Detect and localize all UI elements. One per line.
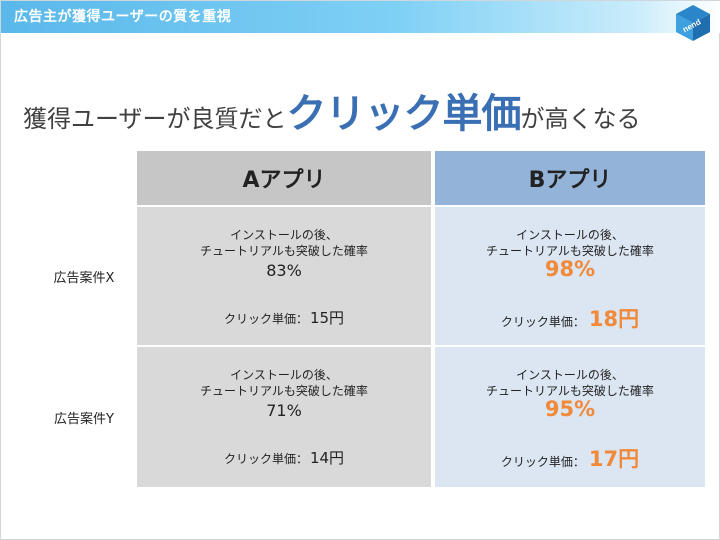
- click-price-label: クリック単価：: [500, 455, 585, 469]
- cell-description: インストールの後、 チュートリアルも突破した確率: [435, 227, 705, 259]
- click-price-value: 14円: [309, 449, 345, 467]
- headline-part1: 獲得ユーザーが良質だと: [23, 105, 287, 133]
- click-price-label: クリック単価：: [500, 315, 585, 329]
- click-price: クリック単価： 14円: [137, 447, 431, 468]
- headline: 獲得ユーザーが良質だと クリック単価 が高くなる: [23, 81, 641, 141]
- click-price: クリック単価： 15円: [137, 307, 431, 328]
- description-line: チュートリアルも突破した確率: [486, 384, 654, 398]
- column-header-app-a: Aアプリ: [137, 151, 433, 207]
- cell-description: インストールの後、 チュートリアルも突破した確率: [137, 367, 431, 399]
- completion-rate: 71%: [266, 401, 302, 420]
- cell-x-app-a: インストールの後、 チュートリアルも突破した確率 83% クリック単価： 15円: [137, 207, 433, 347]
- description-line: インストールの後、: [230, 368, 338, 382]
- description-line: チュートリアルも突破した確率: [200, 244, 368, 258]
- cell-description: インストールの後、 チュートリアルも突破した確率: [435, 367, 705, 399]
- cell-y-app-b: インストールの後、 チュートリアルも突破した確率 95% クリック単価： 17円: [435, 347, 705, 487]
- click-price-value-highlight: 17円: [588, 447, 640, 471]
- completion-rate-highlight: 95%: [544, 397, 596, 421]
- nend-logo: nend: [676, 5, 710, 41]
- description-line: チュートリアルも突破した確率: [200, 384, 368, 398]
- column-header-label: Bアプリ: [528, 168, 612, 193]
- header-bar: 広告主が獲得ユーザーの質を重視: [1, 1, 720, 33]
- completion-rate: 83%: [266, 261, 302, 280]
- description-line: インストールの後、: [516, 368, 624, 382]
- description-line: インストールの後、: [516, 228, 624, 242]
- click-price-label: クリック単価：: [223, 312, 308, 326]
- column-header-app-b: Bアプリ: [435, 151, 705, 207]
- headline-part2: が高くなる: [520, 105, 641, 133]
- header-title: 広告主が獲得ユーザーの質を重視: [14, 9, 232, 25]
- cell-x-app-b: インストールの後、 チュートリアルも突破した確率 98% クリック単価： 18円: [435, 207, 705, 347]
- logo-cube-right: [693, 14, 710, 41]
- cell-description: インストールの後、 チュートリアルも突破した確率: [137, 227, 431, 259]
- click-price-label: クリック単価：: [223, 452, 308, 466]
- click-price: クリック単価： 18円: [435, 303, 705, 333]
- comparison-table: Aアプリ Bアプリ 広告案件X インストールの後、 チュートリアルも突破した確率…: [31, 151, 705, 489]
- row-label-case-y: 広告案件Y: [54, 411, 114, 427]
- description-line: インストールの後、: [230, 228, 338, 242]
- completion-rate-highlight: 98%: [544, 257, 596, 281]
- click-price: クリック単価： 17円: [435, 443, 705, 473]
- row-label-case-x: 広告案件X: [31, 207, 137, 347]
- cell-y-app-a: インストールの後、 チュートリアルも突破した確率 71% クリック単価： 14円: [137, 347, 433, 487]
- click-price-value: 15円: [309, 309, 345, 327]
- description-line: チュートリアルも突破した確率: [486, 244, 654, 258]
- logo-cube-left: [676, 14, 693, 41]
- column-header-label: Aアプリ: [242, 168, 326, 193]
- click-price-value-highlight: 18円: [588, 307, 640, 331]
- headline-emphasis: クリック単価: [286, 91, 522, 137]
